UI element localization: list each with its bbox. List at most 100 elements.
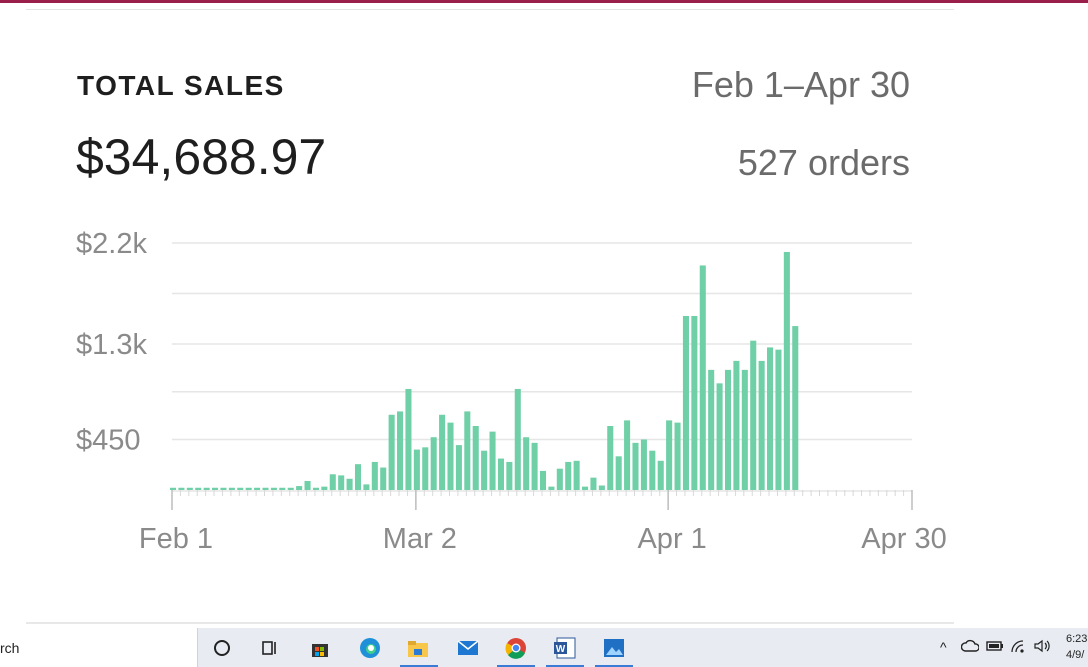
card-top-divider [26,9,954,10]
battery-icon[interactable] [986,639,1004,656]
sales-bar [304,481,311,490]
sales-bar [287,487,294,490]
sales-bar [775,349,782,490]
sales-bar [758,360,765,490]
card-bottom-divider [26,622,954,624]
x-tick-label: Feb 1 [139,523,213,555]
sales-bar [767,347,774,490]
cortana-circle-icon[interactable] [208,634,236,662]
chrome-browser-icon[interactable] [502,634,530,662]
sales-bar [666,420,673,490]
sales-bar [312,487,319,490]
sales-bar [212,487,219,490]
sales-bar [548,486,555,490]
sales-bar [573,460,580,490]
mail-icon[interactable] [454,634,482,662]
sales-bar [178,487,185,490]
y-tick-label: $450 [76,424,141,456]
x-tick-label: Apr 30 [861,523,946,555]
taskbar-clock[interactable]: 6:23 4/9/ [1066,631,1087,663]
sales-bar [464,411,471,490]
onedrive-cloud-icon[interactable] [960,639,980,656]
sales-bar [380,467,387,490]
sales-bar [657,460,664,490]
sales-bar [430,437,437,490]
sales-bar [245,487,252,490]
sales-bar [388,414,395,490]
search-text: rch [0,640,20,656]
sales-bar [413,449,420,490]
sales-bar [682,315,689,490]
sales-bar [699,265,706,490]
show-hidden-icons-chevron-icon[interactable]: ^ [940,639,947,655]
photos-icon[interactable] [600,634,628,662]
clock-time: 6:23 [1066,633,1088,645]
window-accent-bar [0,0,1088,3]
clock-date: 4/9/ [1066,649,1085,661]
sales-bar [169,487,177,490]
sales-bar [624,420,631,490]
active-indicator [595,665,633,667]
sales-bar [228,487,235,490]
sales-bar [733,360,740,490]
sales-bar [262,487,269,490]
sales-bar [598,485,605,490]
active-indicator [497,665,535,667]
sales-bar [329,474,336,490]
sales-bar [523,437,530,490]
sales-bar [792,326,799,490]
sales-bar [497,458,504,490]
sales-bar [338,475,345,490]
sales-bar [363,484,370,490]
sales-bar [296,486,303,490]
sales-bar [556,468,563,490]
date-range[interactable]: Feb 1–Apr 30 [691,64,910,105]
sales-bar [531,442,538,490]
sales-bar [455,445,462,490]
sales-bar [565,461,572,490]
sales-bar [607,426,614,490]
sales-bar [203,487,210,490]
sales-bar [724,369,732,490]
sales-bar [632,442,639,490]
y-tick-label: $1.3k [76,329,147,361]
active-indicator [546,665,584,667]
taskbar-search-box[interactable]: rch [0,628,198,667]
sales-bar [472,426,479,490]
sales-bar [674,422,681,490]
sales-bar [371,461,378,490]
x-tick-label: Apr 1 [637,523,706,555]
sales-bar [582,486,589,490]
sales-bar [691,315,698,490]
edge-browser-icon[interactable] [356,634,384,662]
wifi-icon[interactable] [1010,639,1028,656]
svg-text:W: W [556,644,566,655]
sales-title: TOTAL SALES [77,70,285,101]
sales-bar [481,450,488,490]
active-indicator [400,665,438,667]
orders-count: 527 orders [737,142,910,183]
sales-bar-chart: $2.2k $1.3k $450 Feb 1 Mar 2 Apr 1 Apr 30 [76,228,947,555]
sales-bar [195,487,202,490]
store-icon[interactable] [306,634,334,662]
file-explorer-icon[interactable] [404,634,432,662]
sales-bar [220,487,227,490]
task-view-icon[interactable] [256,634,284,662]
sales-bar [321,486,328,490]
sales-bar [447,422,454,490]
sales-bar [439,414,446,490]
x-tick-label: Mar 2 [383,523,457,555]
sales-bar [640,439,647,490]
y-tick-label: $2.2k [76,228,147,260]
word-icon[interactable]: W [551,634,579,662]
sales-bar [254,487,261,490]
sales-bar [422,447,429,490]
sales-bar [279,487,286,490]
sales-bar [750,340,757,490]
sales-bar [270,487,277,490]
volume-icon[interactable] [1033,639,1053,656]
sales-bar [354,464,362,490]
sales-bar [237,487,244,490]
sales-bar [615,456,622,490]
sales-bar [741,369,748,490]
